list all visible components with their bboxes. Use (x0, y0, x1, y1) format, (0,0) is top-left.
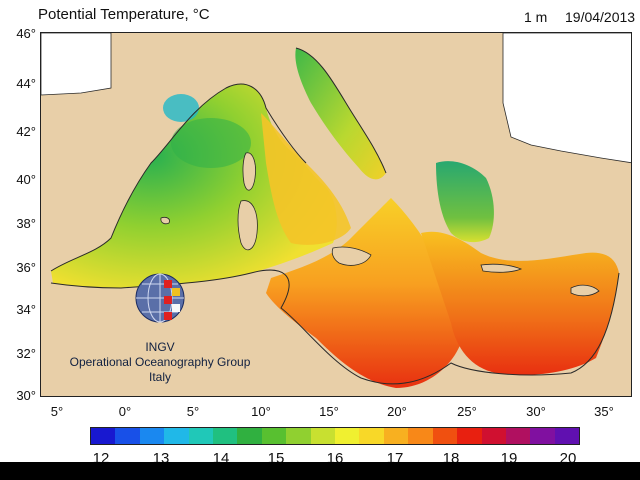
lat-label-46: 46° (16, 26, 36, 41)
colorbar-swatch (188, 428, 214, 444)
lon-label-35: 35° (594, 404, 614, 419)
cyprus (570, 284, 600, 297)
lat-label-38: 38° (16, 216, 36, 231)
colorbar-swatch (505, 428, 531, 444)
aegean-sea (436, 161, 494, 243)
sardinia (237, 200, 258, 251)
bottom-black-band (0, 462, 640, 480)
tyrrhenian-sea (261, 113, 351, 245)
lat-label-32: 32° (16, 346, 36, 361)
balearic (160, 216, 170, 225)
lat-label-40: 40° (16, 172, 36, 187)
depth-label: 1 m (524, 9, 548, 25)
colorbar-swatch (237, 428, 262, 444)
colorbar (90, 427, 580, 445)
colorbar-swatch (335, 428, 360, 444)
cold-patch (163, 94, 199, 122)
colorbar-swatch (261, 428, 287, 444)
lat-label-44: 44° (16, 76, 36, 91)
colorbar-swatch (408, 428, 433, 444)
lon-label-20: 20° (387, 404, 407, 419)
black-sea-region (502, 33, 631, 164)
logo-line2: Operational Oceanography Group (69, 355, 251, 369)
colorbar-swatch (530, 428, 555, 444)
date-label: 19/04/2013 (565, 9, 636, 25)
colorbar-swatch (115, 428, 140, 444)
map-title: Potential Temperature, °C (38, 6, 210, 23)
map-canvas (41, 33, 631, 388)
colorbar-swatch (457, 428, 482, 444)
colorbar-swatch (432, 428, 458, 444)
corsica (242, 152, 256, 191)
colorbar-swatch (91, 428, 116, 444)
lon-label-15: 15° (319, 404, 339, 419)
colorbar-swatch (213, 428, 238, 444)
north-atlantic-white (41, 33, 112, 96)
logo-line3: Italy (148, 370, 171, 384)
colorbar-swatch (139, 428, 165, 444)
logo-line1: INGV (145, 340, 175, 354)
crete (480, 263, 523, 273)
lat-label-30: 30° (16, 388, 36, 403)
lat-label-36: 36° (16, 260, 36, 275)
lon-label-10: 10° (251, 404, 271, 419)
colorbar-swatch (383, 428, 409, 444)
lon-label-5w: 5° (50, 404, 64, 419)
colorbar-swatch (286, 428, 311, 444)
colorbar-swatch (164, 428, 189, 444)
lat-label-34: 34° (16, 302, 36, 317)
colorbar-swatch (481, 428, 506, 444)
adriatic-sea (295, 48, 386, 180)
eastern-basin (421, 231, 619, 375)
ingv-globe-logo (135, 273, 185, 323)
lon-label-0: 0° (118, 404, 132, 419)
green-patch (171, 118, 251, 168)
temperature-map (40, 32, 632, 397)
colorbar-swatch (359, 428, 384, 444)
colorbar-swatch (554, 428, 580, 444)
colorbar-swatch (310, 428, 336, 444)
lon-label-30: 30° (526, 404, 546, 419)
lat-label-42: 42° (16, 124, 36, 139)
sicily (331, 246, 372, 266)
lon-label-25: 25° (457, 404, 477, 419)
lon-label-5e: 5° (186, 404, 200, 419)
central-basin (266, 198, 461, 388)
